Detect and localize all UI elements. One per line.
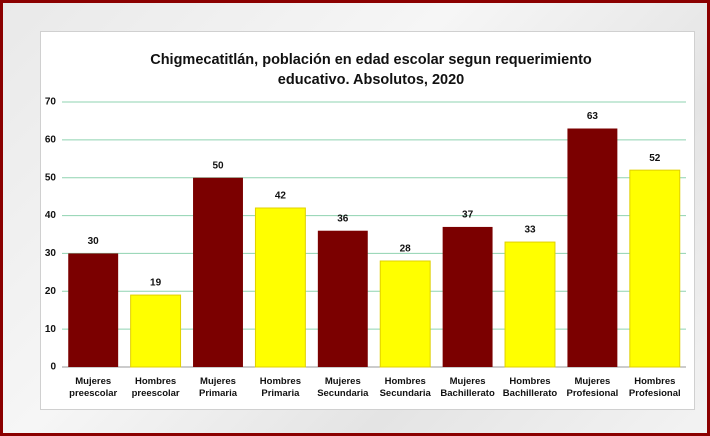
chart-area: 0 10 20 30 40 50 60 70 30 19 50 42 36 28 37 33 63 52 Chig… <box>40 31 695 410</box>
y-tick-label: 70 <box>45 97 57 108</box>
x-tick-label: Hombres Secundaria <box>379 376 431 399</box>
chart-title: Chigmecatitlán, población en edad escola… <box>150 52 592 88</box>
y-tick-label: 20 <box>45 286 57 297</box>
data-label: 50 <box>212 160 224 171</box>
bar <box>442 226 493 367</box>
y-tick-label: 40 <box>45 210 57 221</box>
bar <box>567 128 618 367</box>
x-tick-label: Hombres preescolar <box>131 376 180 399</box>
bar <box>193 177 243 367</box>
chart: 0 10 20 30 40 50 60 70 30 19 50 42 36 28 37 33 63 52 <box>45 97 686 373</box>
y-tick-label: 60 <box>45 134 57 145</box>
x-tick-label: Hombres Profesional <box>628 376 681 399</box>
bar <box>317 230 368 367</box>
data-label: 30 <box>88 236 100 247</box>
y-tick-label: 0 <box>50 362 56 373</box>
bar <box>254 207 306 368</box>
data-label: 52 <box>649 153 661 164</box>
x-tick-label: Mujeres preescolar <box>69 376 118 399</box>
bar <box>130 294 182 368</box>
data-label: 19 <box>150 278 162 289</box>
y-tick-label: 50 <box>45 172 57 183</box>
bar <box>629 169 681 368</box>
x-tick-label: Mujeres Profesional <box>566 376 619 399</box>
data-label: 36 <box>337 213 349 224</box>
bar <box>379 260 431 368</box>
data-label: 33 <box>524 225 536 236</box>
x-tick-label: Mujeres Bachillerato <box>440 376 495 399</box>
bar <box>504 241 556 368</box>
data-label: 42 <box>275 191 287 202</box>
y-tick-label: 10 <box>45 324 57 335</box>
data-label: 63 <box>587 111 599 122</box>
bar <box>68 253 119 367</box>
x-tick-label: Hombres Bachillerato <box>502 376 558 399</box>
x-tick-label: Mujeres Secundaria <box>317 376 369 399</box>
x-tick-label: Hombres Primaria <box>259 376 301 399</box>
data-label: 28 <box>400 244 412 255</box>
x-tick-label: Mujeres Primaria <box>198 376 238 399</box>
data-label: 37 <box>462 210 474 221</box>
y-tick-label: 30 <box>45 248 57 259</box>
